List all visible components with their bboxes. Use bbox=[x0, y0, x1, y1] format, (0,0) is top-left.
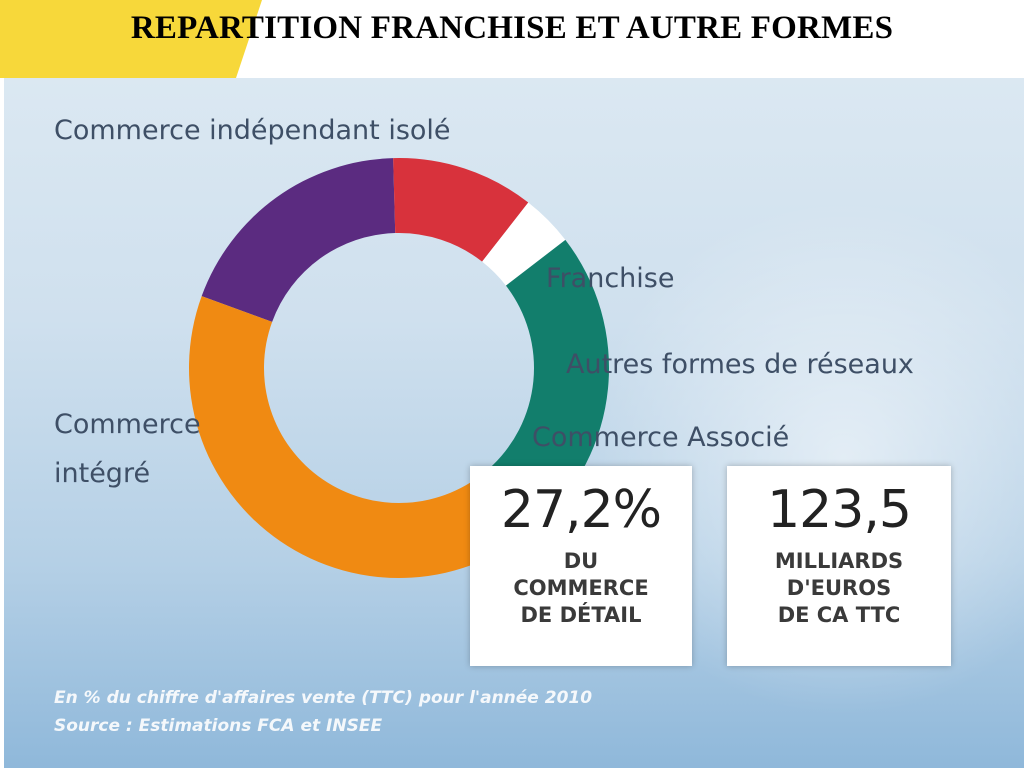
slide-title: REPARTITION FRANCHISE ET AUTRE FORMES bbox=[130, 10, 894, 46]
footnote-line-basis: En % du chiffre d'affaires vente (TTC) p… bbox=[54, 688, 593, 708]
label-commerce-integre-line1: Commerce bbox=[54, 409, 201, 440]
stat-revenue-caption-line: MILLIARDS bbox=[774, 549, 904, 573]
stat-revenue-caption-line: D'EUROS bbox=[786, 576, 892, 600]
stat-share-caption-line: DU bbox=[563, 549, 599, 573]
label-commerce-associe: Commerce Associé bbox=[532, 422, 789, 453]
label-commerce-integre-line2: intégré bbox=[54, 458, 150, 489]
slice-franchise bbox=[393, 158, 529, 262]
stat-box-revenue: 123,5 MILLIARDS D'EUROS DE CA TTC bbox=[727, 466, 951, 666]
stat-share-caption: DU COMMERCE DE DÉTAIL bbox=[470, 548, 692, 629]
donut-chart: Commerce indépendant isolé Franchise Aut… bbox=[54, 115, 914, 579]
slice-commerce-independant-isole bbox=[201, 158, 396, 322]
slide-header: REPARTITION FRANCHISE ET AUTRE FORMES bbox=[0, 0, 1024, 78]
slice-commerce-integre bbox=[189, 296, 538, 579]
infographic-panel: Commerce indépendant isolé Franchise Aut… bbox=[4, 78, 1024, 768]
slice-autres-formes-de-reseaux bbox=[482, 202, 566, 286]
label-commerce-independant-isole: Commerce indépendant isolé bbox=[54, 115, 451, 146]
header-accent-shape bbox=[0, 0, 262, 78]
footnote-line-source: Source : Estimations FCA et INSEE bbox=[54, 716, 383, 736]
stat-revenue-value: 123,5 bbox=[767, 480, 912, 540]
stat-share-caption-line: DE DÉTAIL bbox=[520, 603, 642, 627]
stat-revenue-caption-line: DE CA TTC bbox=[777, 603, 901, 627]
footnote: En % du chiffre d'affaires vente (TTC) p… bbox=[54, 684, 592, 740]
label-autres-formes-de-reseaux: Autres formes de réseaux bbox=[566, 349, 914, 380]
stat-share-caption-line: COMMERCE bbox=[513, 576, 649, 600]
stat-revenue-caption: MILLIARDS D'EUROS DE CA TTC bbox=[727, 548, 951, 629]
stat-share-value: 27,2% bbox=[500, 480, 662, 540]
label-franchise: Franchise bbox=[546, 263, 674, 294]
stat-box-share: 27,2% DU COMMERCE DE DÉTAIL bbox=[470, 466, 692, 666]
slice-commerce-associe bbox=[487, 239, 609, 527]
